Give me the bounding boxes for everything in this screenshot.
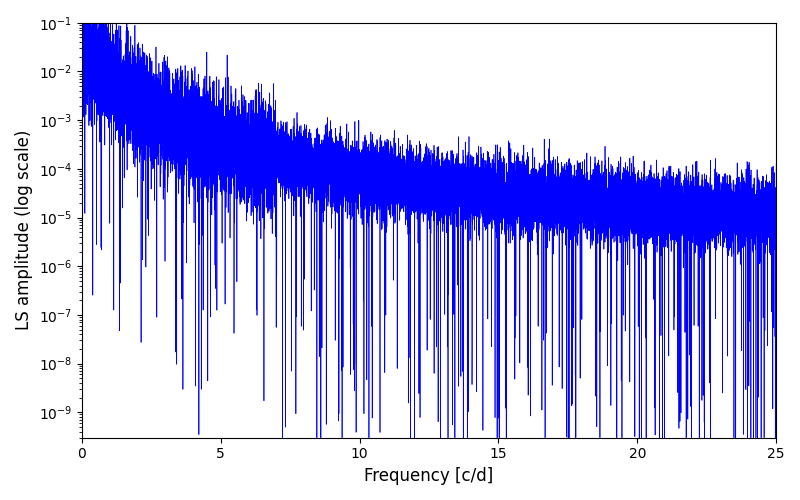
Y-axis label: LS amplitude (log scale): LS amplitude (log scale) xyxy=(15,130,33,330)
X-axis label: Frequency [c/d]: Frequency [c/d] xyxy=(364,467,494,485)
